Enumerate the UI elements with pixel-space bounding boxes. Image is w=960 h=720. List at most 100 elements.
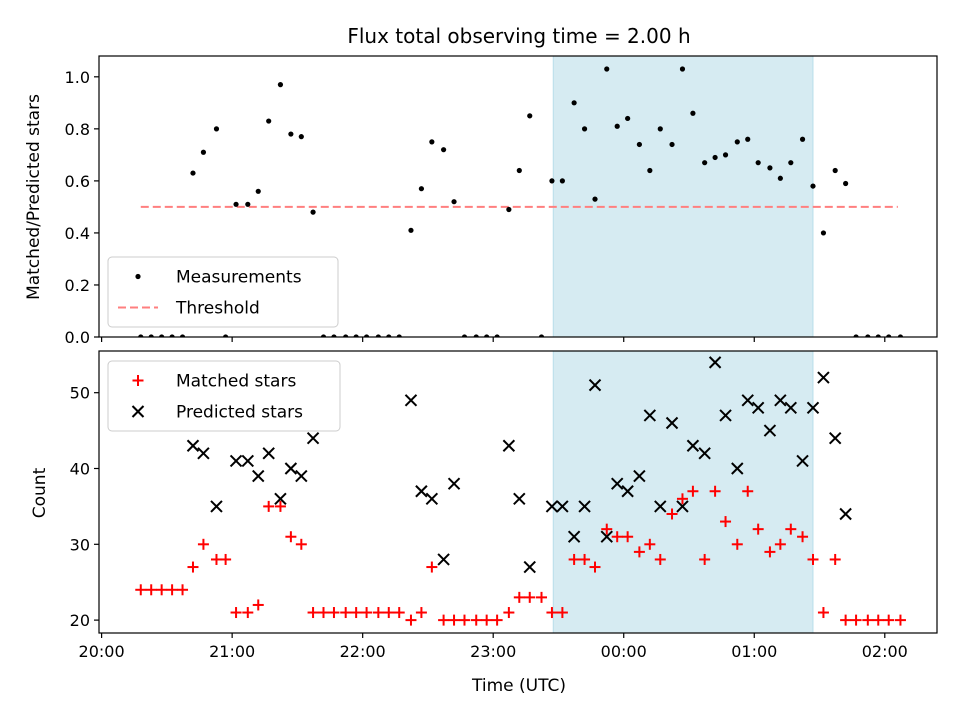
- bottom-matched-stars-point: [393, 607, 405, 619]
- top-measurements-point: [169, 334, 175, 337]
- bottom-matched-stars-point: [752, 523, 764, 535]
- bottom-matched-stars-point: [383, 607, 395, 619]
- top-measurements-point: [353, 334, 359, 337]
- bottom-predicted-stars-point: [284, 462, 298, 475]
- bottom-matched-stars-point: [764, 546, 776, 558]
- bottom-predicted-stars-point: [828, 431, 842, 445]
- top-measurements-point: [451, 199, 457, 205]
- bottom-axes-frame: [98, 350, 938, 634]
- bottom-matched-stars-point: [350, 607, 362, 619]
- x-tick-label: 20:00: [79, 642, 125, 661]
- bottom-predicted-stars-point: [665, 416, 679, 430]
- bottom-matched-stars-point: [285, 531, 297, 543]
- top-measurements-point: [886, 334, 892, 337]
- bottom-matched-stars-point: [872, 614, 884, 626]
- bottom-predicted-stars-point: [437, 553, 450, 566]
- top-measurements-point: [484, 334, 490, 337]
- bottom-predicted-stars-point: [751, 401, 765, 415]
- bottom-predicted-stars-point: [252, 469, 265, 483]
- top-measurements-point: [865, 334, 871, 337]
- top-measurements-point: [331, 334, 337, 337]
- top-measurements-point: [200, 149, 207, 155]
- top-measurements-point: [604, 66, 610, 72]
- top-measurements-point: [527, 113, 533, 119]
- bottom-predicted-stars-point: [523, 560, 536, 574]
- bottom-predicted-stars-point: [600, 530, 613, 543]
- top-measurements-point: [571, 100, 577, 106]
- bottom-matched-stars-point: [829, 553, 841, 565]
- bottom-matched-stars-point: [328, 607, 340, 619]
- bottom-matched-stars-point: [263, 500, 275, 512]
- bottom-y-tick-label: 50: [70, 384, 90, 403]
- bottom-matched-stars-point: [340, 607, 352, 619]
- bottom-matched-stars-point: [601, 523, 613, 535]
- bottom-legend-box: [107, 360, 341, 432]
- top-measurements-point: [288, 131, 294, 137]
- bottom-matched-stars-point: [568, 553, 580, 565]
- bottom-predicted-stars-point: [229, 454, 243, 468]
- top-measurements-point: [255, 188, 261, 194]
- bottom-legend: Matched stars Predicted stars: [107, 360, 341, 432]
- top-measurements-point: [213, 126, 220, 132]
- plot-layer: 0.0 0.2 0.4 0.6 0.8 1.0 Measurements Threshold 2…: [65, 55, 938, 661]
- bottom-matched-stars-point: [252, 599, 264, 611]
- bottom-matched-stars-point: [785, 523, 797, 535]
- top-measurements-point: [298, 134, 304, 140]
- bottom-matched-stars-point: [556, 607, 568, 619]
- bottom-predicted-stars-point: [578, 500, 591, 513]
- bottom-predicted-stars-point: [731, 462, 744, 475]
- bottom-matched-stars-point: [524, 591, 536, 603]
- bottom-matched-stars-point: [481, 614, 493, 626]
- top-measurements-point: [363, 334, 370, 337]
- top-measurements-point: [408, 227, 414, 233]
- top-measurements-point: [549, 178, 555, 184]
- bottom-y-tick-label: 30: [70, 535, 90, 554]
- top-y-tick-label: 0.8: [65, 120, 90, 139]
- top-measurements-point: [669, 141, 675, 148]
- bottom-legend-matched-stars-swatch: [132, 375, 144, 386]
- x-tick-label: 23:00: [470, 642, 516, 661]
- chart-title: Flux total observing time = 2.00 h: [347, 24, 690, 48]
- x-tick-label: 01:00: [731, 642, 777, 661]
- top-measurements-point: [159, 334, 165, 337]
- bottom-predicted-stars-point: [197, 447, 210, 460]
- bottom-predicted-stars-point: [774, 394, 787, 407]
- top-measurements-point: [820, 230, 827, 236]
- top-measurements-point: [722, 152, 729, 158]
- top-measurements-point: [233, 201, 239, 207]
- top-y-tick-label: 0.0: [65, 328, 90, 347]
- top-measurements-point: [679, 66, 686, 72]
- bottom-predicted-stars-point: [719, 409, 732, 422]
- bottom-matched-stars-point: [720, 516, 732, 528]
- top-measurements-point: [473, 334, 479, 337]
- bottom-matched-stars-point: [546, 607, 558, 619]
- bottom-predicted-stars-point: [654, 500, 667, 513]
- bottom-matched-stars-point: [709, 485, 721, 497]
- bottom-matched-stars-point: [405, 614, 417, 626]
- bottom-matched-stars-point: [372, 607, 384, 619]
- bottom-matched-stars-point: [644, 538, 656, 550]
- bottom-matched-stars-point: [230, 607, 242, 619]
- bottom-matched-stars-point: [135, 584, 147, 596]
- top-measurements-point: [777, 175, 783, 181]
- bottom-highlight-span: [552, 350, 814, 634]
- bottom-predicted-stars-point: [588, 378, 602, 392]
- bottom-matched-stars-point: [318, 607, 330, 619]
- bottom-predicted-stars-point: [633, 469, 646, 483]
- bottom-matched-stars-point: [166, 584, 178, 596]
- bottom-matched-stars-point: [458, 614, 470, 626]
- bottom-matched-stars-point: [426, 561, 438, 573]
- bottom-matched-stars-point: [274, 500, 286, 512]
- top-measurements-point: [810, 183, 816, 189]
- x-tick-label: 00:00: [601, 642, 647, 661]
- bottom-matched-stars-point: [840, 614, 852, 626]
- bottom-matched-stars-point: [513, 591, 525, 603]
- bottom-matched-stars-point: [197, 538, 209, 550]
- bottom-predicted-stars-point: [643, 409, 657, 422]
- bottom-matched-stars-point: [307, 607, 319, 619]
- bottom-legend-label: Predicted stars: [176, 403, 303, 423]
- bottom-matched-stars-point: [611, 531, 623, 543]
- top-legend: Measurements Threshold: [107, 256, 339, 328]
- top-measurements-point: [538, 334, 545, 337]
